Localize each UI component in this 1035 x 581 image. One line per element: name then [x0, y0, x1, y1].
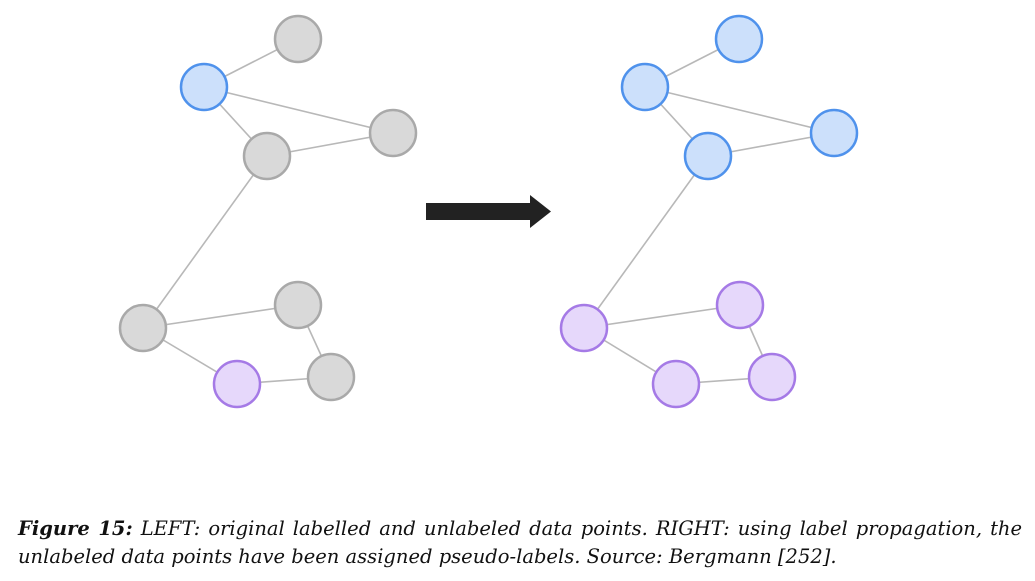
- right-edge-a-c: [644, 86, 835, 134]
- right-node-a-blue: [620, 62, 670, 112]
- left-node-f-unlabeled: [273, 280, 323, 330]
- left-edge-a-c: [203, 86, 394, 134]
- figure-caption: Figure 15: LEFT: original labelled and u…: [18, 515, 1022, 571]
- right-node-e-purple: [559, 303, 609, 353]
- right-node-h-purple: [651, 359, 701, 409]
- left-edge-d-e: [142, 155, 268, 329]
- right-edge-d-e: [583, 155, 709, 329]
- left-edge-e-f: [142, 304, 299, 329]
- left-node-d-unlabeled: [242, 131, 292, 181]
- caption-text: LEFT: original labelled and unlabeled da…: [18, 517, 1023, 568]
- left-node-b-unlabeled: [273, 14, 323, 64]
- right-node-g-purple: [747, 352, 797, 402]
- left-graph-before-propagation: [118, 14, 418, 409]
- arrow-head: [530, 195, 551, 228]
- right-arrow-icon: [426, 195, 551, 228]
- right-node-d-blue: [683, 131, 733, 181]
- right-node-f-purple: [715, 280, 765, 330]
- arrow-shaft: [426, 203, 534, 220]
- right-edge-e-f: [583, 304, 741, 329]
- right-node-b-blue: [714, 14, 764, 64]
- right-graph-after-propagation: [559, 14, 859, 409]
- left-node-h-purple: [212, 359, 262, 409]
- figure-label: Figure 15:: [18, 517, 133, 540]
- left-node-e-unlabeled: [118, 303, 168, 353]
- left-node-a-blue: [179, 62, 229, 112]
- label-propagation-diagram: [118, 14, 859, 409]
- right-node-c-blue: [809, 108, 859, 158]
- left-node-g-unlabeled: [306, 352, 356, 402]
- left-node-c-unlabeled: [368, 108, 418, 158]
